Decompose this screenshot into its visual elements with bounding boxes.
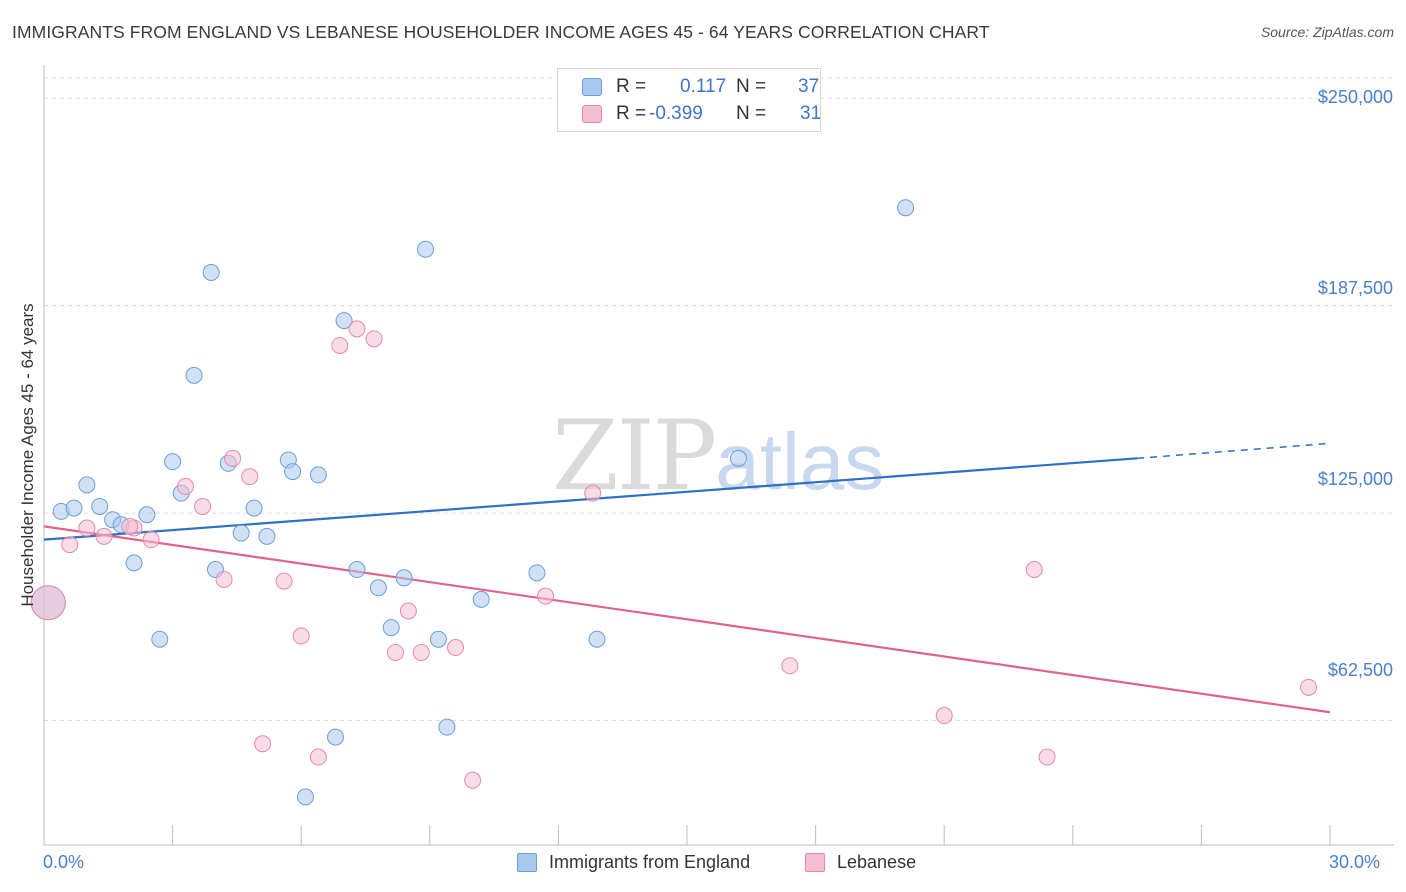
legend-n-label: N = [736,76,767,97]
y-axis-label: Householder Income Ages 45 - 64 years [18,303,37,607]
lebanese-point [537,587,555,605]
lebanese-point [464,771,482,789]
england-point [897,199,915,217]
lebanese-point [447,639,465,657]
lebanese-point [176,478,194,496]
lebanese-point [1038,748,1056,766]
legend-r-label: R = [616,76,647,97]
england-point [348,561,366,579]
lebanese-point [95,527,113,545]
england-point [164,453,182,471]
legend: R = 0.117 N = 37 R = -0.399 N = 31 [557,68,821,132]
lebanese-point [365,330,383,348]
lebanese-point [331,336,349,354]
legend-swatch [582,105,602,123]
legend-n-value: 31 [800,103,822,124]
england-point [202,263,220,281]
legend-swatch [517,853,537,872]
england-point [472,590,490,608]
y-tick-label: $62,500 [1327,660,1393,680]
legend-series-name: Lebanese [837,852,917,872]
lebanese-point [78,519,96,537]
england-point [185,366,203,384]
legend-n-label: N = [736,103,767,124]
england-point [429,630,447,648]
watermark-zip: ZIP [552,400,717,512]
lebanese-point [194,497,212,515]
england-point [258,527,276,545]
lebanese-point [275,572,293,590]
england-point [125,554,143,572]
england-point [151,630,169,648]
bottom-legend-lebanese: Lebanese [805,852,935,876]
england-point [232,524,250,542]
england-point [369,579,387,597]
legend-series-name: Immigrants from England [549,852,751,872]
lebanese-point [1300,678,1318,696]
england-point [588,630,606,648]
x-tick-label: 30.0% [1329,852,1381,872]
data-points [30,199,1318,806]
lebanese-point [241,468,259,486]
lebanese-point [781,657,799,675]
england-point [309,466,327,484]
lebanese-point [142,531,160,549]
england-point [91,497,109,515]
legend-r-label: R = [616,103,647,124]
england-point [528,564,546,582]
trend-lines [43,442,1331,714]
y-tick-label: $187,500 [1317,278,1393,298]
y-tick-label: $125,000 [1317,469,1393,489]
england-point [382,619,400,637]
england-point [417,240,435,258]
lebanese-point [215,570,233,588]
legend-swatch [805,853,825,872]
chart-title: IMMIGRANTS FROM ENGLAND VS LEBANESE HOUS… [12,22,990,42]
legend-swatch [582,78,602,96]
england-point [245,499,263,517]
axes [43,65,1394,846]
lebanese-point [412,643,430,661]
england-point [335,312,353,330]
england-trend-extension [1137,442,1331,460]
england-point [729,449,747,467]
lebanese-point [224,449,242,467]
england-point [395,569,413,587]
england-point [138,506,156,524]
lebanese-point [254,735,272,753]
legend-n-value: 37 [798,76,820,97]
lebanese-point [30,585,66,621]
england-point [296,788,314,806]
england-point [326,728,344,746]
lebanese-point [387,643,405,661]
lebanese-point [399,602,417,620]
england-point [65,499,83,517]
lebanese-trend-line [43,525,1331,714]
england-point [284,463,302,481]
bottom-legend-england: Immigrants from England [517,852,779,876]
lebanese-point [348,320,366,338]
watermark: ZIPatlas [552,400,884,512]
y-tick-label: $250,000 [1317,87,1393,107]
source-label: Source: ZipAtlas.com [1260,24,1394,40]
x-tick-label: 0.0% [43,852,85,872]
england-point [438,718,456,736]
lebanese-point [584,484,602,502]
lebanese-point [1025,561,1043,579]
lebanese-point [61,536,79,554]
lebanese-point [121,517,139,535]
legend-r-value: -0.399 [649,103,703,124]
lebanese-point [292,627,310,645]
lebanese-point [935,707,953,725]
england-point [78,476,96,494]
lebanese-point [309,748,327,766]
legend-r-value: 0.117 [680,76,727,97]
